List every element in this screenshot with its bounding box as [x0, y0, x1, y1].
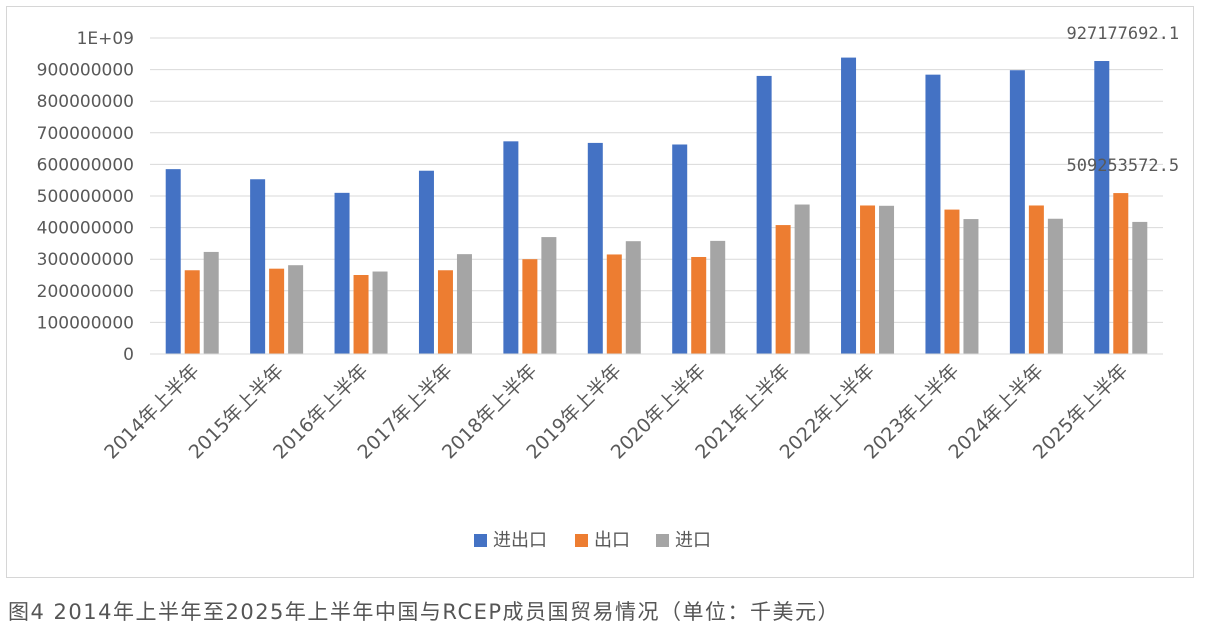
bar [1094, 61, 1110, 355]
data-label: 927177692.1 [1066, 24, 1179, 44]
y-tick-label: 500000000 [37, 187, 134, 207]
bar [860, 205, 876, 354]
y-tick-label: 600000000 [37, 155, 134, 175]
bar [710, 240, 726, 354]
y-tick-label: 100000000 [37, 313, 134, 333]
bar [1047, 218, 1063, 354]
bar-chart: 0 100000000 200000000 300000000 400000000 500… [37, 24, 1179, 551]
bar [756, 75, 772, 355]
bar [794, 204, 810, 354]
y-tick-label: 1E+09 [77, 29, 134, 49]
bar [503, 141, 519, 354]
legend-label: 出口 [594, 530, 630, 551]
legend-swatch [474, 534, 487, 547]
bar [541, 237, 557, 354]
y-tick-label: 200000000 [37, 282, 134, 302]
bar [841, 57, 857, 354]
bar [353, 275, 369, 354]
bar [944, 209, 960, 354]
y-tick-label: 300000000 [37, 250, 134, 270]
bar [372, 271, 388, 354]
bar [1009, 70, 1025, 355]
legend-label: 进口 [675, 530, 711, 551]
legend-swatch [656, 534, 669, 547]
data-label: 509253572.5 [1066, 156, 1179, 176]
y-tick-label: 700000000 [37, 124, 134, 144]
bar [203, 251, 219, 354]
bar [334, 192, 350, 354]
legend-swatch [575, 534, 588, 547]
bar [522, 259, 538, 354]
bar [925, 74, 941, 354]
bar [1113, 193, 1129, 354]
figure-caption: 图4 2014年上半年至2025年上半年中国与RCEP成员国贸易情况（单位：千美… [8, 600, 841, 624]
y-tick-label: 0 [123, 345, 134, 365]
bar [269, 268, 285, 354]
bar [691, 256, 707, 354]
bar [963, 219, 979, 354]
bar [587, 142, 603, 354]
bar [625, 241, 641, 354]
y-tick-label: 400000000 [37, 219, 134, 239]
y-tick-label: 800000000 [37, 92, 134, 112]
bar [1132, 221, 1148, 354]
legend-label: 进出口 [493, 530, 547, 551]
bar [456, 254, 472, 354]
bar [606, 254, 622, 354]
bar [437, 270, 453, 354]
bar [1028, 205, 1044, 354]
bar [184, 270, 200, 354]
bar [418, 170, 434, 354]
bar [775, 225, 791, 354]
bar [672, 144, 688, 354]
bar [288, 265, 304, 354]
bar [250, 179, 266, 354]
y-tick-label: 900000000 [37, 61, 134, 81]
bar [879, 205, 895, 354]
bar [165, 169, 181, 354]
